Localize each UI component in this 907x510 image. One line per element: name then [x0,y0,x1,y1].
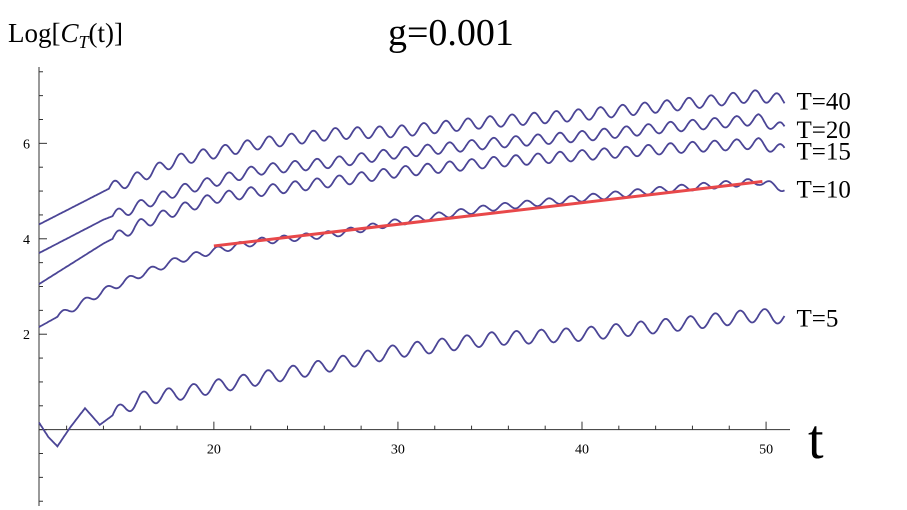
series-labels: T=40T=20T=15 T=10 T=5 [796,88,850,332]
series-label-t-10: T=10 [796,177,850,204]
y-tick-label: 4 [23,233,30,248]
y-tick-label: 2 [23,328,30,343]
x-tick-label: 50 [759,443,773,458]
y-axis-label: Log[CT(t)] [8,18,123,52]
series-line-t-10 [38,178,785,328]
x-tick-label: 20 [207,443,221,458]
series-label-t-40: T=40 [796,88,850,115]
series-label-t-20: T=20 [796,117,850,144]
series-layer [38,89,786,448]
x-tick-label: 30 [391,443,405,458]
fit-layer [213,180,763,248]
fit-line [213,180,763,248]
x-tick-label: 40 [575,443,589,458]
series-line-t-40 [38,89,786,226]
x-axis-label: t [808,409,824,471]
series-line-t-5 [38,308,786,448]
series-line-t-20 [38,113,786,254]
chart-title: g=0.001 [388,12,514,54]
series-label-t-5: T=5 [796,306,838,333]
series-label-t-15: T=15 [796,139,850,166]
y-tick-label: 6 [23,137,30,152]
axes: 20 30 40 50 2 4 6 [23,67,790,506]
series-line-t-15 [38,137,786,285]
